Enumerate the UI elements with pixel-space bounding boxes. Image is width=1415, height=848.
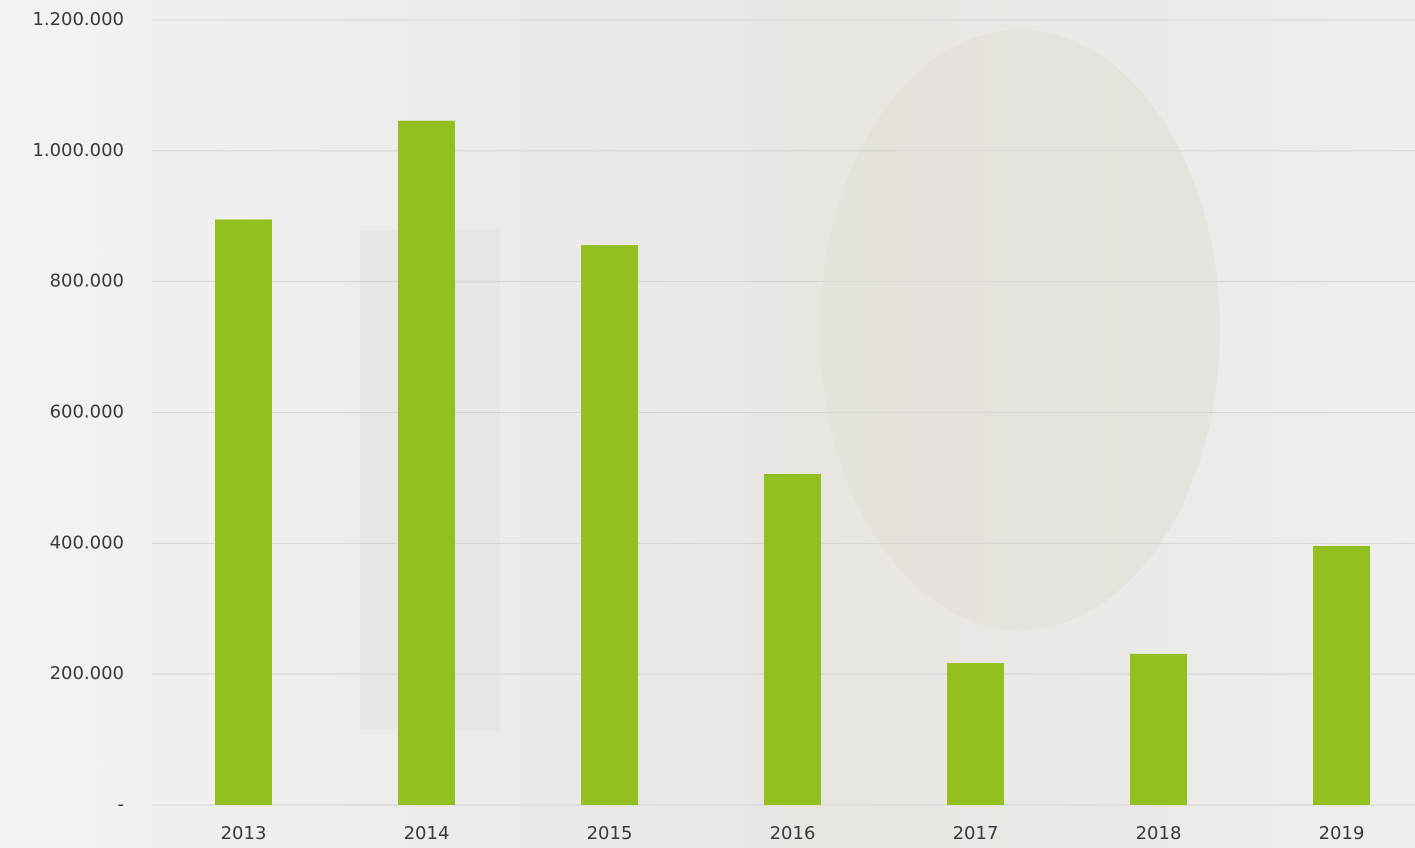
y-tick-label: 800.000 [50,271,124,292]
x-tick-label: 2015 [587,823,633,844]
x-tick-label: 2019 [1319,823,1365,844]
y-tick-label: 400.000 [50,532,124,553]
y-tick-label: 1.200.000 [32,9,124,30]
bar [947,663,1004,805]
y-tick-label: 200.000 [50,663,124,684]
background-shape [820,30,1220,630]
y-tick-label: - [118,794,125,815]
bar [581,245,638,806]
bar [398,120,455,805]
x-tick-label: 2016 [770,823,816,844]
x-tick-label: 2014 [404,823,450,844]
y-tick-label: 1.000.000 [32,140,124,161]
bar [1130,653,1187,805]
x-tick-label: 2013 [221,823,267,844]
bar [215,219,272,806]
x-tick-label: 2018 [1136,823,1182,844]
bar [764,473,821,805]
y-tick-label: 600.000 [50,402,124,423]
bar [1313,545,1370,805]
x-tick-label: 2017 [953,823,999,844]
